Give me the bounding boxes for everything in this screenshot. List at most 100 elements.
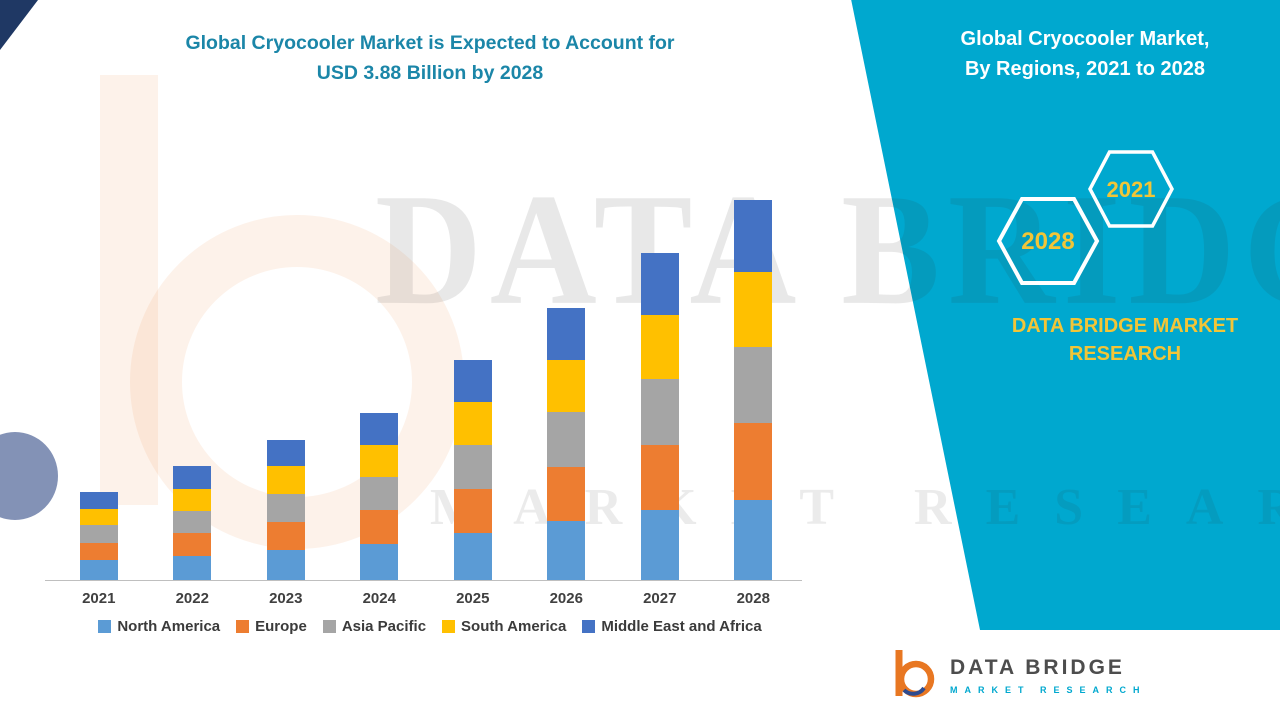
bar-stack-2021 xyxy=(79,491,118,580)
bar-column-2023 xyxy=(239,195,333,580)
bar-segment-north-america-2023 xyxy=(266,549,305,580)
hexagon-badge-2021-label: 2021 xyxy=(1107,177,1156,202)
legend-label-asia-pacific: Asia Pacific xyxy=(341,618,427,635)
chart-title-line2: USD 3.88 Billion by 2028 xyxy=(316,62,544,85)
legend-item-south-america: South America xyxy=(442,618,566,635)
legend-swatch-middle-east-and-africa xyxy=(582,620,596,633)
bar-chart-plot-area xyxy=(52,195,800,580)
x-axis-label-2027: 2027 xyxy=(643,590,677,607)
legend-swatch-south-america xyxy=(442,620,456,633)
bar-column-2026 xyxy=(520,195,614,580)
corner-triangle-decoration xyxy=(0,0,38,50)
hexagon-outline-2021 xyxy=(1088,150,1174,228)
bar-segment-europe-2023 xyxy=(266,522,305,550)
side-panel-brand-line1: DATA BRIDGE MARKET xyxy=(1011,315,1239,337)
bar-column-2028 xyxy=(707,195,801,580)
x-axis-label-2021: 2021 xyxy=(82,590,116,607)
bar-stack-2026 xyxy=(547,307,586,580)
footer-logo-subtitle: MARKET RESEARCH xyxy=(950,684,1147,695)
legend-item-middle-east-and-africa: Middle East and Africa xyxy=(582,618,762,635)
bar-segment-asia-pacific-2021 xyxy=(79,525,118,543)
bar-segment-south-america-2025 xyxy=(453,401,492,445)
chart-title-line1: Global Cryocooler Market is Expected to … xyxy=(185,32,675,54)
bar-segment-middle-east-and-africa-2023 xyxy=(266,439,305,467)
bar-segment-south-america-2023 xyxy=(266,466,305,494)
x-axis-label-2022: 2022 xyxy=(175,590,209,607)
hexagon-badge-2028-label: 2028 xyxy=(1021,228,1074,255)
bar-column-2021 xyxy=(52,195,146,580)
bar-segment-asia-pacific-2023 xyxy=(266,493,305,523)
side-panel-brand-text: DATA BRIDGE MARKET RESEARCH xyxy=(1000,312,1250,368)
bar-stack-2025 xyxy=(453,359,492,580)
bar-stack-2027 xyxy=(640,252,679,580)
bar-stack-2028 xyxy=(734,199,773,580)
x-axis-label-2024: 2024 xyxy=(362,590,396,607)
bar-segment-europe-2026 xyxy=(547,467,586,522)
legend-swatch-europe xyxy=(236,620,250,633)
bar-column-2024 xyxy=(333,195,427,580)
bar-segment-asia-pacific-2025 xyxy=(453,444,492,489)
bar-segment-europe-2028 xyxy=(734,423,773,500)
data-bridge-logo-icon xyxy=(890,646,936,705)
footer-logo-name: DATA BRIDGE xyxy=(950,655,1125,679)
legend-label-europe: Europe xyxy=(255,618,307,635)
bar-segment-north-america-2024 xyxy=(360,543,399,580)
legend-label-north-america: North America xyxy=(117,618,221,635)
side-panel-brand-line2: RESEARCH xyxy=(1068,343,1182,365)
bar-segment-south-america-2022 xyxy=(173,488,212,511)
legend-item-asia-pacific: Asia Pacific xyxy=(322,618,427,635)
bar-segment-south-america-2026 xyxy=(547,359,586,413)
bar-segment-north-america-2025 xyxy=(453,533,492,580)
bar-column-2025 xyxy=(426,195,520,580)
chart-title: Global Cryocooler Market is Expected to … xyxy=(110,28,750,88)
bar-segment-europe-2025 xyxy=(453,488,492,533)
hexagon-badge-2021: 2021 xyxy=(1088,150,1174,228)
bar-segment-middle-east-and-africa-2024 xyxy=(360,412,399,445)
bar-segment-middle-east-and-africa-2025 xyxy=(453,359,492,402)
side-panel-heading: Global Cryocooler Market, By Regions, 20… xyxy=(920,24,1250,84)
left-edge-swoosh-decoration xyxy=(0,432,58,520)
bar-segment-north-america-2028 xyxy=(734,499,773,580)
chart-legend: North America Europe Asia Pacific South Ame… xyxy=(30,618,830,635)
legend-label-middle-east-and-africa: Middle East and Africa xyxy=(601,618,762,635)
x-axis-label-2028: 2028 xyxy=(736,590,770,607)
bar-segment-europe-2027 xyxy=(640,444,679,511)
x-axis-label-2023: 2023 xyxy=(269,590,303,607)
bar-segment-asia-pacific-2024 xyxy=(360,477,399,511)
bar-column-2022 xyxy=(146,195,240,580)
bar-segment-south-america-2021 xyxy=(79,508,118,526)
bar-stack-2022 xyxy=(173,466,212,580)
bar-stack-2023 xyxy=(266,439,305,580)
hexagon-outline-2028 xyxy=(996,197,1100,285)
bar-segment-north-america-2022 xyxy=(173,555,212,580)
footer-logo-card: DATA BRIDGE MARKET RESEARCH xyxy=(866,630,1280,720)
legend-item-north-america: North America xyxy=(98,618,220,635)
bar-segment-asia-pacific-2026 xyxy=(547,412,586,468)
bar-segment-europe-2021 xyxy=(79,542,118,561)
legend-label-south-america: South America xyxy=(461,618,567,635)
x-axis-label-2025: 2025 xyxy=(456,590,490,607)
bar-segment-north-america-2026 xyxy=(547,521,586,580)
bar-segment-south-america-2027 xyxy=(640,315,679,380)
side-panel-heading-line2: By Regions, 2021 to 2028 xyxy=(964,58,1206,80)
legend-swatch-asia-pacific xyxy=(322,620,336,633)
x-axis-label-2026: 2026 xyxy=(549,590,583,607)
bar-stack-2024 xyxy=(360,412,399,580)
bar-segment-europe-2024 xyxy=(360,510,399,544)
bar-segment-asia-pacific-2027 xyxy=(640,379,679,445)
hexagon-badge-2028: 2028 xyxy=(996,196,1100,286)
bar-segment-middle-east-and-africa-2028 xyxy=(734,199,773,273)
bar-segment-asia-pacific-2022 xyxy=(173,510,212,533)
bar-segment-middle-east-and-africa-2022 xyxy=(173,466,212,489)
bar-segment-middle-east-and-africa-2027 xyxy=(640,252,679,316)
bar-segment-asia-pacific-2028 xyxy=(734,346,773,424)
bar-segment-south-america-2028 xyxy=(734,272,773,347)
bar-segment-europe-2022 xyxy=(173,533,212,556)
bar-column-2027 xyxy=(613,195,707,580)
bar-segment-south-america-2024 xyxy=(360,444,399,478)
x-axis-line xyxy=(45,580,802,581)
bar-segment-north-america-2027 xyxy=(640,510,679,580)
side-panel-heading-line1: Global Cryocooler Market, xyxy=(960,28,1210,50)
bar-segment-middle-east-and-africa-2021 xyxy=(79,491,118,509)
